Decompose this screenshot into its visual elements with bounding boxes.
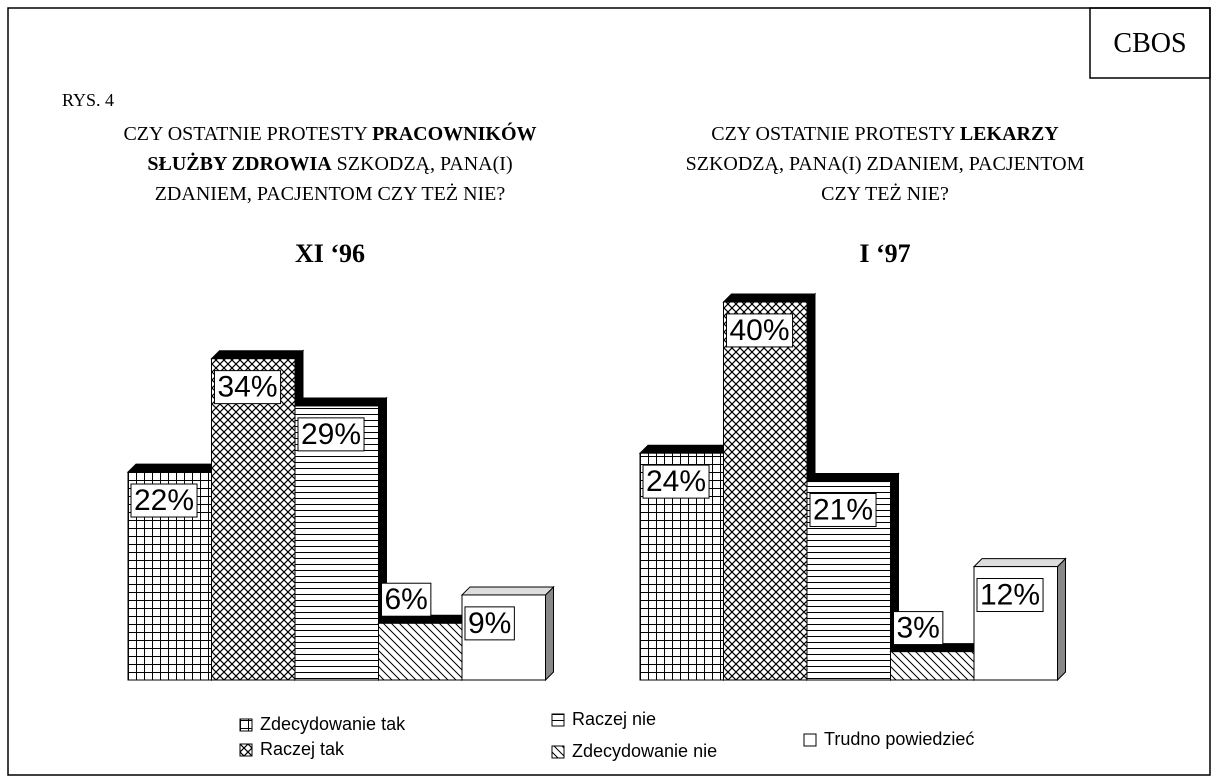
value-label-box — [464, 606, 515, 641]
legend-label: Raczej tak — [260, 739, 345, 759]
bar — [723, 301, 808, 681]
bar-side — [1057, 557, 1066, 682]
chart-title-segment: CZY OSTATNIE PROTESTY — [711, 123, 960, 145]
chart-title-line: ZDANIEM, PACJENTOM CZY TEŻ NIE? — [155, 182, 506, 205]
bar — [378, 622, 463, 681]
bar — [211, 358, 296, 681]
chart-title-line: CZY OSTATNIE PROTESTY LEKARZY — [711, 123, 1059, 145]
frame — [7, 7, 1211, 776]
bar-top — [805, 473, 900, 483]
chart-title-line: SŁUŻBY ZDROWIA SZKODZĄ, PANA(I) — [147, 151, 512, 175]
legend-label: Zdecydowanie tak — [260, 714, 406, 734]
value-label: 9% — [468, 607, 511, 640]
value-label-box — [976, 578, 1044, 613]
chart-title-segment: SZKODZĄ, PANA(I) — [332, 153, 513, 175]
bar-top — [722, 293, 817, 303]
chart-title-segment: ZDANIEM, PACJENTOM CZY TEŻ NIE? — [155, 182, 506, 205]
bar-side — [545, 585, 554, 682]
chart-title-segment: CZY TEŻ NIE? — [821, 182, 949, 205]
bar-top — [126, 463, 221, 473]
chart-title-line: SZKODZĄ, PANA(I) ZDANIEM, PACJENTOM — [686, 153, 1085, 175]
value-label: 6% — [385, 583, 428, 616]
legend-swatch — [239, 718, 253, 732]
value-label: 22% — [134, 484, 194, 517]
legend-swatch — [551, 745, 565, 759]
value-label: 29% — [301, 418, 361, 451]
chart-title-segment: SZKODZĄ, PANA(I) ZDANIEM, PACJENTOM — [686, 153, 1085, 175]
value-label-box — [809, 492, 877, 527]
value-label: 34% — [218, 371, 278, 404]
chart-subtitle: I ‘97 — [859, 239, 910, 268]
bar-top — [638, 444, 733, 454]
legend-swatch — [239, 743, 253, 757]
legend-label: Trudno powiedzieć — [824, 729, 974, 749]
value-label-box — [130, 483, 198, 518]
value-label-box — [297, 417, 365, 452]
value-label-box — [726, 313, 794, 348]
legend-swatch — [551, 713, 565, 727]
value-label: 40% — [730, 314, 790, 347]
bar — [294, 405, 379, 681]
bar-top — [210, 350, 305, 360]
chart-title-segment: SŁUŻBY ZDROWIA — [147, 151, 332, 175]
brand: CBOS — [1113, 28, 1186, 59]
chart-title-segment: CZY OSTATNIE PROTESTY — [123, 123, 372, 145]
figure-label: RYS. 4 — [62, 90, 114, 110]
bar-top — [460, 586, 555, 596]
chart-title-segment: LEKARZY — [960, 123, 1059, 145]
chart-title-segment: PRACOWNIKÓW — [372, 121, 536, 145]
legend-label: Raczej nie — [572, 709, 656, 729]
bar-top — [972, 558, 1067, 568]
value-label-box — [642, 464, 710, 499]
value-label: 24% — [646, 465, 706, 498]
value-label-box — [214, 370, 282, 405]
value-label: 21% — [813, 493, 873, 526]
value-label: 3% — [897, 612, 940, 645]
legend-swatch — [803, 733, 817, 747]
value-label-box — [381, 582, 432, 617]
value-label: 12% — [980, 579, 1040, 612]
chart-title-line: CZY TEŻ NIE? — [821, 182, 949, 205]
bar — [890, 651, 975, 681]
legend-label: Zdecydowanie nie — [572, 741, 717, 761]
bar-top — [293, 397, 388, 407]
value-label-box — [893, 611, 944, 646]
brand-box — [1089, 7, 1211, 79]
chart-title-line: CZY OSTATNIE PROTESTY PRACOWNIKÓW — [123, 121, 536, 145]
chart-subtitle: XI ‘96 — [295, 239, 365, 268]
